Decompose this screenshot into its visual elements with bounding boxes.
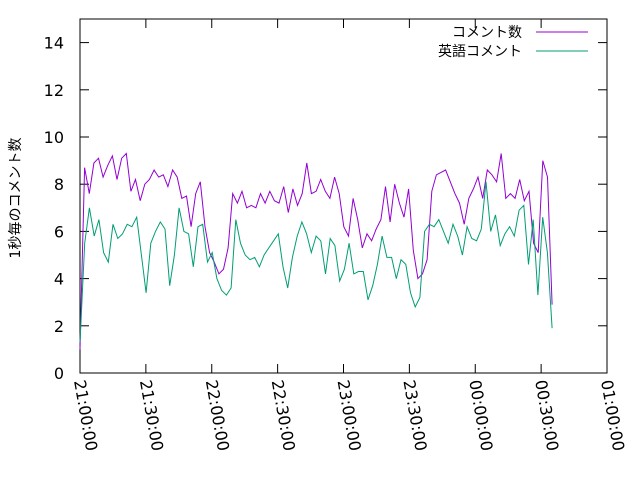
x-tick-label: 00:30:00 bbox=[531, 378, 562, 452]
y-axis-label: 1秒毎のコメント数 bbox=[8, 138, 24, 259]
x-tick-label: 21:30:00 bbox=[136, 378, 167, 452]
x-tick-label: 01:00:00 bbox=[597, 378, 628, 452]
x-tick-label: 22:00:00 bbox=[202, 378, 233, 452]
x-tick-label: 23:00:00 bbox=[334, 378, 365, 452]
series-line-0 bbox=[79, 152, 553, 350]
x-tick-label: 21:00:00 bbox=[70, 378, 101, 452]
plot-border bbox=[79, 18, 608, 374]
y-tick-label: 12 bbox=[44, 81, 64, 100]
legend-label: 英語コメント bbox=[438, 43, 522, 60]
y-axis-ticks: 0 2 4 6 8 10 12 14 bbox=[44, 34, 607, 383]
x-tick-label: 22:30:00 bbox=[268, 378, 299, 452]
y-tick-label: 10 bbox=[44, 128, 64, 147]
y-tick-label: 6 bbox=[54, 222, 64, 241]
y-tick-label: 14 bbox=[44, 34, 64, 53]
y-tick-label: 4 bbox=[54, 270, 64, 289]
y-tick-label: 0 bbox=[54, 364, 64, 383]
x-tick-label: 23:30:00 bbox=[399, 378, 430, 452]
x-tick-label: 00:00:00 bbox=[465, 378, 496, 452]
legend-label: コメント数 bbox=[452, 25, 522, 41]
series-lines bbox=[79, 152, 553, 350]
y-tick-label: 2 bbox=[54, 317, 64, 336]
y-tick-label: 8 bbox=[54, 175, 64, 194]
plot-frame bbox=[79, 18, 608, 374]
series-line-1 bbox=[79, 181, 553, 343]
